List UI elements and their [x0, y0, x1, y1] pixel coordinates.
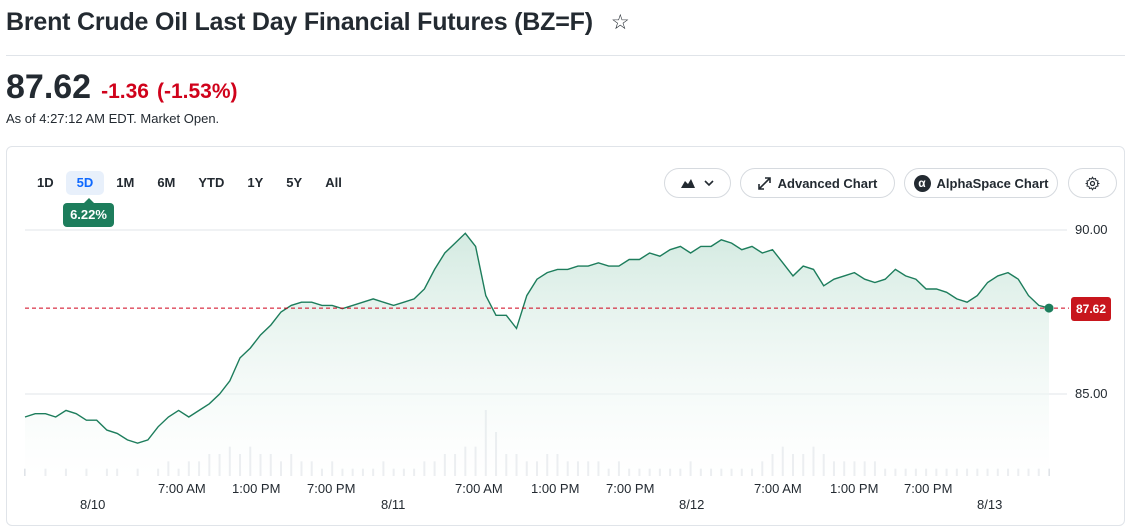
x-time-label: 7:00 PM [904, 481, 953, 496]
settings-button[interactable] [1068, 168, 1117, 198]
chart-type-button[interactable] [664, 168, 731, 198]
range-ytd[interactable]: YTD [198, 175, 225, 190]
x-date-label: 8/10 [80, 497, 106, 512]
range-6m[interactable]: 6M [157, 175, 176, 190]
x-time-label: 7:00 PM [606, 481, 655, 496]
range-1d[interactable]: 1D [37, 175, 54, 190]
price-change: -1.36 [101, 80, 149, 103]
quote-timestamp: As of 4:27:12 AM EDT. Market Open. [6, 111, 220, 126]
range-change-badge: 6.22% [63, 198, 114, 227]
last-price: 87.62 [6, 68, 92, 106]
x-time-label: 1:00 PM [531, 481, 580, 496]
advanced-chart-button[interactable]: Advanced Chart [740, 168, 895, 198]
x-time-label: 7:00 AM [455, 481, 503, 496]
alphaspace-chart-label: AlphaSpace Chart [936, 175, 1049, 191]
header: Brent Crude Oil Last Day Financial Futur… [6, 8, 630, 37]
y-tick-label: 90.00 [1075, 222, 1108, 237]
chevron-down-icon [704, 180, 714, 187]
x-date-label: 8/12 [679, 497, 705, 512]
advanced-chart-label: Advanced Chart [777, 175, 878, 191]
range-selector: 1D 5D 1M 6M YTD 1Y 5Y All [26, 171, 354, 195]
y-tick-label: 85.00 [1075, 386, 1108, 401]
x-date-label: 8/11 [381, 497, 406, 512]
gear-icon [1085, 175, 1100, 191]
last-price-marker-label: 87.62 [1071, 297, 1111, 321]
x-time-label: 1:00 PM [830, 481, 879, 496]
x-time-label: 7:00 AM [754, 481, 802, 496]
star-outline-icon[interactable]: ☆ [610, 11, 630, 34]
x-time-label: 7:00 AM [158, 481, 206, 496]
mountain-chart-icon [681, 179, 695, 188]
alphaspace-chart-button[interactable]: α AlphaSpace Chart [904, 168, 1058, 198]
price-change-percent: (-1.53%) [156, 80, 238, 103]
price-line [24, 232, 1050, 444]
x-time-label: 7:00 PM [307, 481, 356, 496]
expand-arrows-icon [757, 176, 771, 190]
quote-summary: 87.62 -1.36 (-1.53%) [6, 68, 238, 107]
alpha-logo-icon: α [913, 174, 931, 192]
page-title: Brent Crude Oil Last Day Financial Futur… [6, 8, 593, 36]
price-area-fill [25, 233, 1049, 476]
range-1y[interactable]: 1Y [247, 175, 264, 190]
last-point-marker [1044, 303, 1054, 313]
range-1m[interactable]: 1M [116, 175, 135, 190]
range-5y[interactable]: 5Y [286, 175, 303, 190]
range-all[interactable]: All [325, 175, 342, 190]
x-time-label: 1:00 PM [232, 481, 281, 496]
header-divider [6, 55, 1125, 56]
range-5d[interactable]: 5D [65, 171, 105, 195]
x-date-label: 8/13 [977, 497, 1003, 512]
